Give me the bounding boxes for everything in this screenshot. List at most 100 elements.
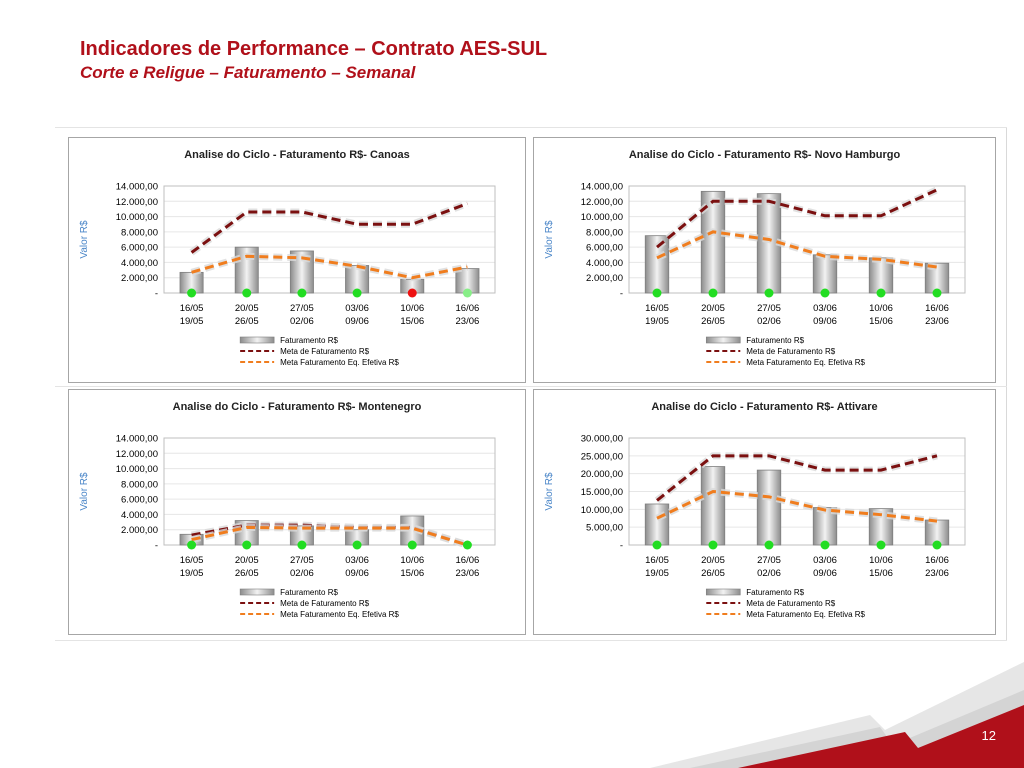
x-tick-label: 20/05 <box>235 303 259 314</box>
status-dot-bad <box>407 288 417 298</box>
x-tick-label: 16/06 <box>456 303 480 314</box>
status-dot-ok <box>407 540 417 550</box>
red-swoosh <box>738 705 1024 768</box>
status-dot-ok <box>932 288 942 298</box>
y-tick-label: 12.000,00 <box>581 197 623 208</box>
x-tick-label: 10/06 <box>869 555 893 566</box>
y-tick-label: 2.000,00 <box>121 525 158 536</box>
x-tick-label: 16/05 <box>645 555 669 566</box>
status-dot-ok <box>297 540 307 550</box>
legend-label: Meta de Faturamento R$ <box>746 599 835 608</box>
legend-label: Faturamento R$ <box>746 588 804 597</box>
x-tick-label: 16/06 <box>925 303 949 314</box>
x-tick-label: 09/06 <box>345 316 369 327</box>
x-tick-label: 16/06 <box>456 555 480 566</box>
status-dot-ok <box>352 288 362 298</box>
status-dot-ok <box>297 288 307 298</box>
page-title: Indicadores de Performance – Contrato AE… <box>80 38 548 60</box>
legend-label: Meta Faturamento Eq. Efetiva R$ <box>280 358 399 367</box>
chart-montenegro: Analise do Ciclo - Faturamento R$- Monte… <box>79 401 496 619</box>
sheet-gridline <box>55 127 1007 128</box>
plot-frame <box>163 185 496 294</box>
status-dot-ok <box>352 540 362 550</box>
x-tick-label: 02/06 <box>757 316 781 327</box>
y-tick-label: 5.000,00 <box>586 523 623 534</box>
x-tick-label: 03/06 <box>345 303 369 314</box>
plot-frame <box>163 437 496 546</box>
x-tick-label: 19/05 <box>645 316 669 327</box>
chart-panel-canoas: Analise do Ciclo - Faturamento R$- Canoa… <box>68 137 526 383</box>
y-tick-label: 4.000,00 <box>121 258 158 269</box>
x-tick-label: 16/06 <box>925 555 949 566</box>
status-dot-ok <box>462 540 472 550</box>
y-tick-label: - <box>620 541 623 552</box>
legend-label: Meta de Faturamento R$ <box>280 599 369 608</box>
status-dot-ok <box>820 288 830 298</box>
x-tick-label: 26/05 <box>235 316 259 327</box>
x-tick-label: 10/06 <box>869 303 893 314</box>
sheet-gridline <box>55 640 1007 641</box>
y-tick-label: 10.000,00 <box>116 464 158 475</box>
status-dot-ok <box>764 288 774 298</box>
status-dot-ok <box>820 540 830 550</box>
status-dot-ok <box>708 540 718 550</box>
status-dot-ok <box>187 540 197 550</box>
x-tick-label: 03/06 <box>345 555 369 566</box>
chart-title: Analise do Ciclo - Faturamento R$- Novo … <box>629 149 901 161</box>
plot-frame <box>628 185 966 294</box>
x-tick-label: 20/05 <box>701 303 725 314</box>
y-tick-label: 14.000,00 <box>116 182 158 193</box>
x-tick-label: 27/05 <box>757 303 781 314</box>
x-tick-label: 27/05 <box>757 555 781 566</box>
y-tick-label: 14.000,00 <box>581 182 623 193</box>
chart-canoas: Analise do Ciclo - Faturamento R$- Canoa… <box>79 149 496 367</box>
chart-attivare: Analise do Ciclo - Faturamento R$- Attiv… <box>544 401 966 619</box>
x-tick-label: 20/05 <box>235 555 259 566</box>
x-tick-label: 23/06 <box>456 316 480 327</box>
legend-label: Meta Faturamento Eq. Efetiva R$ <box>746 610 865 619</box>
chart-panel-montenegro: Analise do Ciclo - Faturamento R$- Monte… <box>68 389 526 635</box>
page-number: 12 <box>981 728 996 743</box>
y-tick-label: - <box>155 289 158 300</box>
line-meta-faturamento <box>656 188 938 249</box>
y-axis-label: Valor R$ <box>79 472 90 511</box>
legend-label: Faturamento R$ <box>280 588 338 597</box>
line-meta-efetiva <box>191 525 468 547</box>
chart-title: Analise do Ciclo - Faturamento R$- Canoa… <box>184 149 410 161</box>
status-dot-ok <box>187 288 197 298</box>
y-tick-label: 4.000,00 <box>121 510 158 521</box>
x-tick-label: 09/06 <box>813 568 837 579</box>
x-tick-label: 16/05 <box>180 303 204 314</box>
status-dot-ok <box>876 540 886 550</box>
y-tick-label: 12.000,00 <box>116 449 158 460</box>
y-tick-label: 2.000,00 <box>121 273 158 284</box>
sheet-gridline <box>55 386 1007 387</box>
x-tick-label: 15/06 <box>869 568 893 579</box>
x-tick-label: 16/05 <box>645 303 669 314</box>
status-dot-ok <box>242 288 252 298</box>
legend-swatch-bar <box>705 588 741 596</box>
x-tick-label: 10/06 <box>400 555 424 566</box>
y-tick-label: 14.000,00 <box>116 434 158 445</box>
x-tick-label: 19/05 <box>645 568 669 579</box>
status-dot-light <box>462 288 472 298</box>
legend-label: Faturamento R$ <box>280 336 338 345</box>
y-tick-label: 6.000,00 <box>586 243 623 254</box>
line-meta-efetiva <box>656 230 938 269</box>
y-tick-label: - <box>620 289 623 300</box>
y-tick-label: 8.000,00 <box>121 227 158 238</box>
chart-panel-novo-hamburgo: Analise do Ciclo - Faturamento R$- Novo … <box>533 137 996 383</box>
y-tick-label: 30.000,00 <box>581 434 623 445</box>
chart-title: Analise do Ciclo - Faturamento R$- Attiv… <box>651 401 877 413</box>
x-tick-label: 15/06 <box>400 568 424 579</box>
y-tick-label: 6.000,00 <box>121 243 158 254</box>
x-tick-label: 15/06 <box>869 316 893 327</box>
status-dot-ok <box>764 540 774 550</box>
x-tick-label: 02/06 <box>757 568 781 579</box>
y-tick-label: 2.000,00 <box>586 273 623 284</box>
x-tick-label: 10/06 <box>400 303 424 314</box>
legend-label: Meta de Faturamento R$ <box>746 347 835 356</box>
x-tick-label: 19/05 <box>180 568 204 579</box>
status-dot-ok <box>242 540 252 550</box>
y-axis-label: Valor R$ <box>544 220 555 259</box>
